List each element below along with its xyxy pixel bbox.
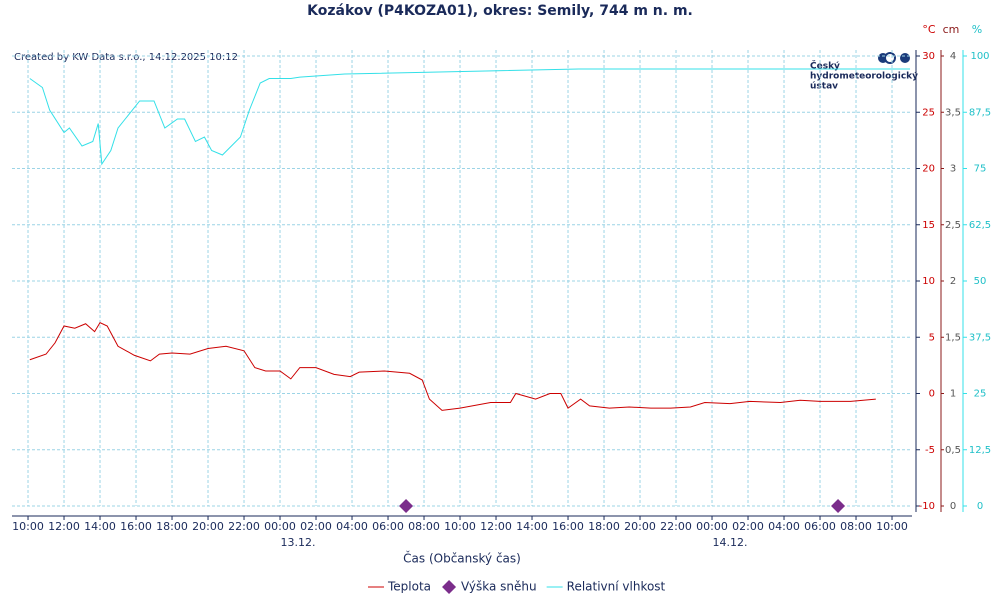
y-tick-label: -10 (919, 501, 935, 512)
y-tick-label: 30 (922, 51, 935, 62)
x-tick-label: 22:00 (228, 520, 260, 533)
x-tick-label: 06:00 (372, 520, 404, 533)
x-tick-label: 18:00 (156, 520, 188, 533)
x-tick-label: 00:00 (264, 520, 296, 533)
x-tick-label: 10:00 (876, 520, 908, 533)
y3-tick-label: 25 (974, 389, 987, 400)
series-line (29, 321, 876, 411)
x-tick-label: 06:00 (804, 520, 836, 533)
y2-tick-label: 1 (950, 389, 956, 400)
logo-text: ústav (810, 82, 838, 92)
x-tick-label: 00:00 (696, 520, 728, 533)
x-tick-label: 20:00 (192, 520, 224, 533)
legend-label: Výška sněhu (461, 580, 537, 594)
y-tick-label: 15 (922, 220, 935, 231)
logo-text: Český (810, 60, 840, 72)
x-tick-label: 12:00 (480, 520, 512, 533)
y2-tick-label: 3,5 (945, 107, 961, 118)
series-line (29, 68, 911, 166)
snow-marker (831, 499, 846, 513)
x-tick-label: 02:00 (732, 520, 764, 533)
x-tick-label: 10:00 (12, 520, 44, 533)
x-tick-label: 02:00 (300, 520, 332, 533)
x-tick-label: 12:00 (48, 520, 80, 533)
x-tick-label: 16:00 (120, 520, 152, 533)
x-tick-label: 20:00 (624, 520, 656, 533)
y2-tick-label: 0,5 (945, 445, 961, 456)
legend-label: Relativní vlhkost (567, 580, 666, 594)
y2-tick-label: 0 (950, 501, 956, 512)
y3-unit: % (972, 23, 982, 36)
logo-text: hydrometeorologický (810, 72, 918, 82)
y3-tick-label: 12,5 (969, 445, 991, 456)
y-tick-label: -5 (925, 445, 935, 456)
x-tick-label: 18:00 (588, 520, 620, 533)
y3-tick-label: 62,5 (969, 220, 991, 231)
y-tick-label: 20 (922, 164, 935, 175)
snow-marker (399, 499, 414, 513)
x-tick-label: 22:00 (660, 520, 692, 533)
y-tick-label: 0 (929, 389, 935, 400)
y2-unit: cm (943, 23, 960, 36)
y3-tick-label: 37,5 (969, 332, 991, 343)
logo-dot (884, 52, 896, 64)
x-axis-label: Čas (Občanský čas) (403, 551, 521, 566)
x-tick-label: 16:00 (552, 520, 584, 533)
y2-tick-label: 3 (950, 164, 956, 175)
y3-tick-label: 87,5 (969, 107, 991, 118)
x-tick-label: 14:00 (84, 520, 116, 533)
y2-tick-label: 4 (950, 51, 956, 62)
x-tick-label: 04:00 (768, 520, 800, 533)
x-tick-label: 08:00 (840, 520, 872, 533)
y-tick-label: 10 (922, 276, 935, 287)
date-label: 13.12. (281, 536, 316, 549)
y2-tick-label: 2,5 (945, 220, 961, 231)
y-tick-label: 25 (922, 107, 935, 118)
logo-dot (900, 53, 910, 63)
subtitle: Created by KW Data s.r.o., 14.12.2025 10… (14, 52, 238, 63)
y3-tick-label: 50 (974, 276, 987, 287)
x-tick-label: 04:00 (336, 520, 368, 533)
y-tick-label: 5 (929, 332, 935, 343)
x-tick-label: 08:00 (408, 520, 440, 533)
y3-tick-label: 100 (970, 51, 989, 62)
x-tick-label: 14:00 (516, 520, 548, 533)
legend-marker (442, 580, 457, 594)
x-tick-label: 10:00 (444, 520, 476, 533)
y2-tick-label: 2 (950, 276, 956, 287)
legend-label: Teplota (387, 580, 431, 594)
y-unit: °C (922, 23, 936, 36)
date-label: 14.12. (713, 536, 748, 549)
chart-title: Kozákov (P4KOZA01), okres: Semily, 744 m… (307, 3, 693, 19)
y3-tick-label: 0 (977, 501, 983, 512)
y2-tick-label: 1,5 (945, 332, 961, 343)
y3-tick-label: 75 (974, 164, 987, 175)
